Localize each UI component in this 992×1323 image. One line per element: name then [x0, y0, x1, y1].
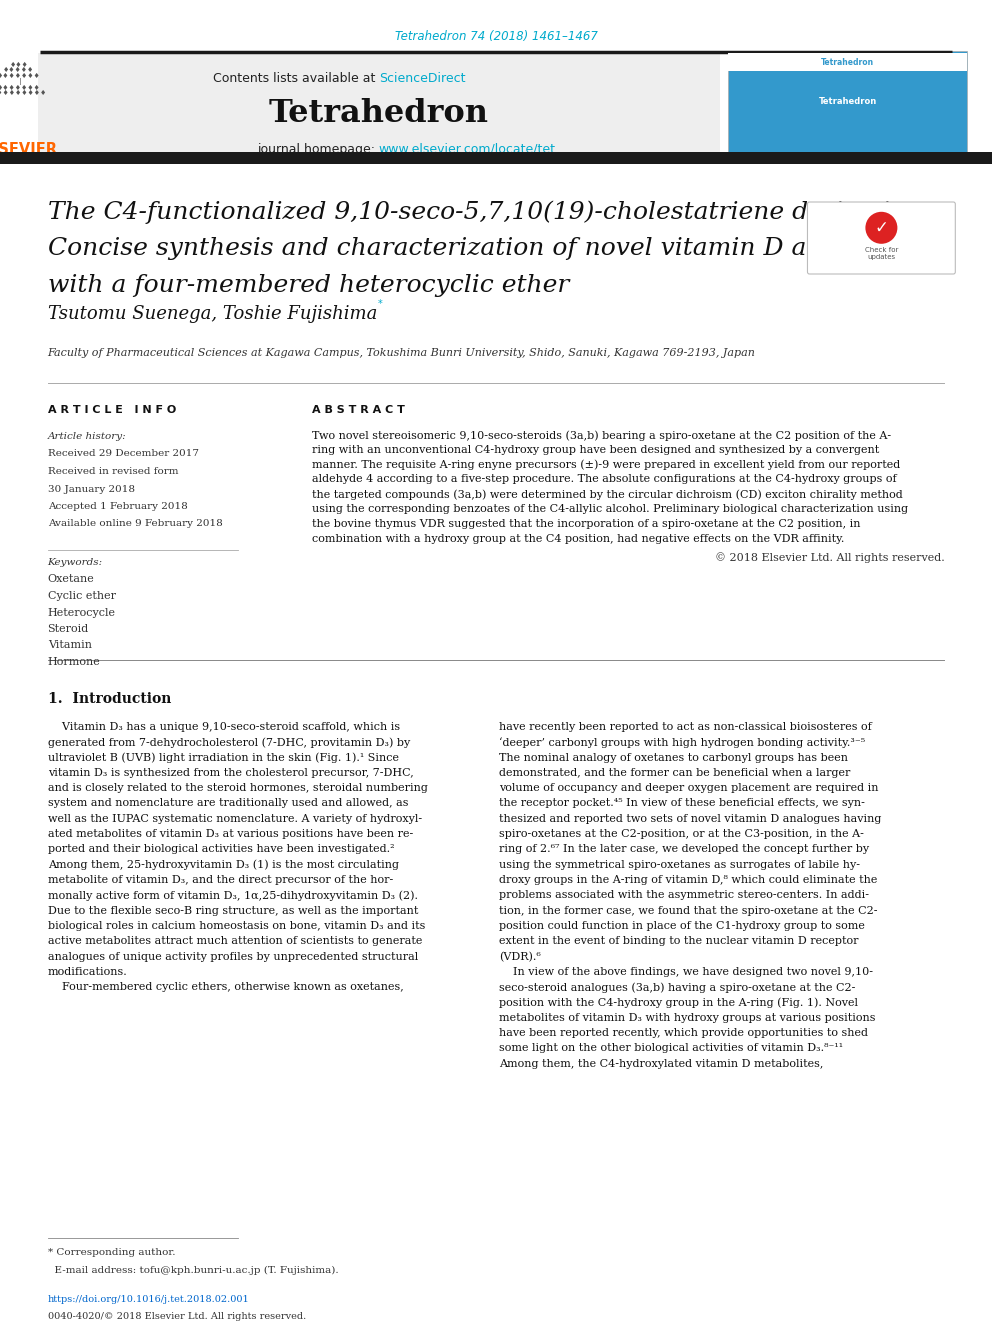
- Text: Tetrahedron: Tetrahedron: [821, 58, 874, 67]
- Text: Due to the flexible seco-B ring structure, as well as the important: Due to the flexible seco-B ring structur…: [48, 906, 418, 916]
- Bar: [38, 53, 720, 160]
- Text: the bovine thymus VDR suggested that the incorporation of a spiro-oxetane at the: the bovine thymus VDR suggested that the…: [312, 519, 861, 529]
- Text: ated metabolites of vitamin D₃ at various positions have been re-: ated metabolites of vitamin D₃ at variou…: [48, 830, 413, 839]
- Text: system and nomenclature are traditionally used and allowed, as: system and nomenclature are traditionall…: [48, 799, 408, 808]
- Text: * Corresponding author.: * Corresponding author.: [48, 1248, 176, 1257]
- Bar: [0, 152, 992, 164]
- Text: *: *: [378, 299, 382, 310]
- Text: position with the C4-hydroxy group in the A-ring (Fig. 1). Novel: position with the C4-hydroxy group in th…: [499, 998, 858, 1008]
- Text: generated from 7-dehydrocholesterol (7-DHC, provitamin D₃) by: generated from 7-dehydrocholesterol (7-D…: [48, 737, 410, 747]
- Text: aldehyde 4 according to a five-step procedure. The absolute configurations at th: aldehyde 4 according to a five-step proc…: [312, 475, 897, 484]
- Text: some light on the other biological activities of vitamin D₃.⁸⁻¹¹: some light on the other biological activ…: [499, 1044, 843, 1053]
- Text: Two novel stereoisomeric 9,10-seco-steroids (3a,b) bearing a spiro-oxetane at th: Two novel stereoisomeric 9,10-seco-stero…: [312, 430, 892, 441]
- Text: Heterocycle: Heterocycle: [48, 607, 116, 618]
- Text: have been reported recently, which provide opportunities to shed: have been reported recently, which provi…: [499, 1028, 868, 1039]
- Text: A R T I C L E   I N F O: A R T I C L E I N F O: [48, 405, 176, 415]
- Text: Among them, the C4-hydroxylated vitamin D metabolites,: Among them, the C4-hydroxylated vitamin …: [499, 1058, 823, 1069]
- Text: 0040-4020/© 2018 Elsevier Ltd. All rights reserved.: 0040-4020/© 2018 Elsevier Ltd. All right…: [48, 1312, 306, 1320]
- Text: Keywords:: Keywords:: [48, 558, 103, 568]
- Text: https://doi.org/10.1016/j.tet.2018.02.001: https://doi.org/10.1016/j.tet.2018.02.00…: [48, 1295, 249, 1304]
- Text: ultraviolet B (UVB) light irradiation in the skin (Fig. 1).¹ Since: ultraviolet B (UVB) light irradiation in…: [48, 753, 399, 763]
- Text: using the corresponding benzoates of the C4-allylic alcohol. Preliminary biologi: using the corresponding benzoates of the…: [312, 504, 909, 515]
- Text: with a four-membered heterocyclic ether: with a four-membered heterocyclic ether: [48, 274, 569, 296]
- Text: ♦♦♦
♦♦♦♦♦
♦♦♦♦♦♦♦
  |
♦♦♦♦♦♦♦
♦♦♦♦♦♦♦♦♦: ♦♦♦ ♦♦♦♦♦ ♦♦♦♦♦♦♦ | ♦♦♦♦♦♦♦ ♦♦♦♦♦♦♦♦♦: [0, 62, 47, 97]
- Text: demonstrated, and the former can be beneficial when a larger: demonstrated, and the former can be bene…: [499, 767, 850, 778]
- Text: monally active form of vitamin D₃, 1α,25-dihydroxyvitamin D₃ (2).: monally active form of vitamin D₃, 1α,25…: [48, 890, 418, 901]
- Text: Faculty of Pharmaceutical Sciences at Kagawa Campus, Tokushima Bunri University,: Faculty of Pharmaceutical Sciences at Ka…: [48, 348, 756, 359]
- Text: seco-steroid analogues (3a,b) having a spiro-oxetane at the C2-: seco-steroid analogues (3a,b) having a s…: [499, 982, 855, 992]
- Text: 1.  Introduction: 1. Introduction: [48, 692, 171, 706]
- Text: active metabolites attract much attention of scientists to generate: active metabolites attract much attentio…: [48, 937, 422, 946]
- Text: Tetrahedron: Tetrahedron: [269, 98, 489, 130]
- Text: ring with an unconventional C4-hydroxy group have been designed and synthesized : ring with an unconventional C4-hydroxy g…: [312, 445, 880, 455]
- Text: Received in revised form: Received in revised form: [48, 467, 179, 476]
- Bar: [728, 52, 967, 160]
- Text: 30 January 2018: 30 January 2018: [48, 484, 135, 493]
- Text: Tsutomu Suenega, Toshie Fujishima: Tsutomu Suenega, Toshie Fujishima: [48, 306, 377, 323]
- Text: problems associated with the asymmetric stereo-centers. In addi-: problems associated with the asymmetric …: [499, 890, 869, 900]
- Text: www.elsevier.com/locate/tet: www.elsevier.com/locate/tet: [379, 143, 556, 156]
- Text: Check for
updates: Check for updates: [865, 247, 898, 261]
- Text: the receptor pocket.⁴⁵ In view of these beneficial effects, we syn-: the receptor pocket.⁴⁵ In view of these …: [499, 799, 865, 808]
- Text: ‘deeper’ carbonyl groups with high hydrogen bonding activity.³⁻⁵: ‘deeper’ carbonyl groups with high hydro…: [499, 737, 865, 747]
- Text: tion, in the former case, we found that the spiro-oxetane at the C2-: tion, in the former case, we found that …: [499, 906, 878, 916]
- Text: Cyclic ether: Cyclic ether: [48, 591, 116, 601]
- Text: Received 29 December 2017: Received 29 December 2017: [48, 450, 198, 459]
- Text: volume of occupancy and deeper oxygen placement are required in: volume of occupancy and deeper oxygen pl…: [499, 783, 879, 794]
- Text: In view of the above findings, we have designed two novel 9,10-: In view of the above findings, we have d…: [499, 967, 873, 976]
- Text: ✓: ✓: [875, 218, 888, 237]
- Text: droxy groups in the A-ring of vitamin D,⁸ which could eliminate the: droxy groups in the A-ring of vitamin D,…: [499, 875, 877, 885]
- Text: E-mail address: tofu@kph.bunri-u.ac.jp (T. Fujishima).: E-mail address: tofu@kph.bunri-u.ac.jp (…: [48, 1266, 338, 1275]
- Text: Concise synthesis and characterization of novel vitamin D analogues: Concise synthesis and characterization o…: [48, 237, 920, 261]
- Text: Vitamin: Vitamin: [48, 640, 91, 651]
- Bar: [728, 53, 967, 71]
- Text: Vitamin D₃ has a unique 9,10-seco-steroid scaffold, which is: Vitamin D₃ has a unique 9,10-seco-steroi…: [48, 722, 400, 732]
- Text: The C4-functionalized 9,10-​seco-5,7,10(19)-cholestatriene derivatives:: The C4-functionalized 9,10-​seco-5,7,10(…: [48, 200, 939, 224]
- Text: Oxetane: Oxetane: [48, 574, 94, 585]
- Text: combination with a hydroxy group at the C4 position, had negative effects on the: combination with a hydroxy group at the …: [312, 533, 845, 544]
- Text: Hormone: Hormone: [48, 658, 100, 667]
- Text: have recently been reported to act as non-classical bioisosteres of: have recently been reported to act as no…: [499, 722, 872, 732]
- Text: ported and their biological activities have been investigated.²: ported and their biological activities h…: [48, 844, 394, 855]
- Text: and is closely related to the steroid hormones, steroidal numbering: and is closely related to the steroid ho…: [48, 783, 428, 794]
- Text: Accepted 1 February 2018: Accepted 1 February 2018: [48, 501, 187, 511]
- Text: journal homepage:: journal homepage:: [257, 143, 379, 156]
- Text: position could function in place of the C1-hydroxy group to some: position could function in place of the …: [499, 921, 865, 931]
- Text: analogues of unique activity profiles by unprecedented structural: analogues of unique activity profiles by…: [48, 951, 418, 962]
- Text: Article history:: Article history:: [48, 433, 126, 441]
- Text: ELSEVIER: ELSEVIER: [0, 142, 58, 157]
- Text: ScienceDirect: ScienceDirect: [379, 71, 465, 85]
- Circle shape: [865, 212, 898, 243]
- Text: spiro-oxetanes at the C2-position, or at the C3-position, in the A-: spiro-oxetanes at the C2-position, or at…: [499, 830, 864, 839]
- Text: Tetrahedron: Tetrahedron: [818, 97, 877, 106]
- Text: manner. The requisite A-ring enyne precursors (±)-9 were prepared in excellent y: manner. The requisite A-ring enyne precu…: [312, 459, 901, 470]
- Text: the targeted compounds (3a,b) were determined by the circular dichroism (CD) exc: the targeted compounds (3a,b) were deter…: [312, 490, 904, 500]
- Text: biological roles in calcium homeostasis on bone, vitamin D₃ and its: biological roles in calcium homeostasis …: [48, 921, 425, 931]
- Text: metabolites of vitamin D₃ with hydroxy groups at various positions: metabolites of vitamin D₃ with hydroxy g…: [499, 1012, 876, 1023]
- Text: (VDR).⁶: (VDR).⁶: [499, 951, 541, 962]
- Text: © 2018 Elsevier Ltd. All rights reserved.: © 2018 Elsevier Ltd. All rights reserved…: [714, 553, 944, 564]
- Text: Contents lists available at: Contents lists available at: [212, 71, 379, 85]
- Text: The nominal analogy of oxetanes to carbonyl groups has been: The nominal analogy of oxetanes to carbo…: [499, 753, 848, 762]
- Text: metabolite of vitamin D₃, and the direct precursor of the hor-: metabolite of vitamin D₃, and the direct…: [48, 875, 393, 885]
- Text: A B S T R A C T: A B S T R A C T: [312, 405, 406, 415]
- Text: Four-membered cyclic ethers, otherwise known as oxetanes,: Four-membered cyclic ethers, otherwise k…: [48, 982, 404, 992]
- Text: using the symmetrical spiro-oxetanes as surrogates of labile hy-: using the symmetrical spiro-oxetanes as …: [499, 860, 860, 869]
- Text: ring of 2.⁶⁷ In the later case, we developed the concept further by: ring of 2.⁶⁷ In the later case, we devel…: [499, 844, 869, 855]
- FancyBboxPatch shape: [807, 202, 955, 274]
- Text: well as the IUPAC systematic nomenclature. A variety of hydroxyl-: well as the IUPAC systematic nomenclatur…: [48, 814, 422, 824]
- Text: vitamin D₃ is synthesized from the cholesterol precursor, 7-DHC,: vitamin D₃ is synthesized from the chole…: [48, 767, 414, 778]
- Text: thesized and reported two sets of novel vitamin D analogues having: thesized and reported two sets of novel …: [499, 814, 881, 824]
- Text: Available online 9 February 2018: Available online 9 February 2018: [48, 520, 222, 528]
- Text: Tetrahedron 74 (2018) 1461–1467: Tetrahedron 74 (2018) 1461–1467: [395, 30, 597, 44]
- Text: Steroid: Steroid: [48, 624, 89, 634]
- Text: modifications.: modifications.: [48, 967, 127, 976]
- Text: extent in the event of binding to the nuclear vitamin D receptor: extent in the event of binding to the nu…: [499, 937, 858, 946]
- Text: Among them, 25-hydroxyvitamin D₃ (1) is the most circulating: Among them, 25-hydroxyvitamin D₃ (1) is …: [48, 860, 399, 871]
